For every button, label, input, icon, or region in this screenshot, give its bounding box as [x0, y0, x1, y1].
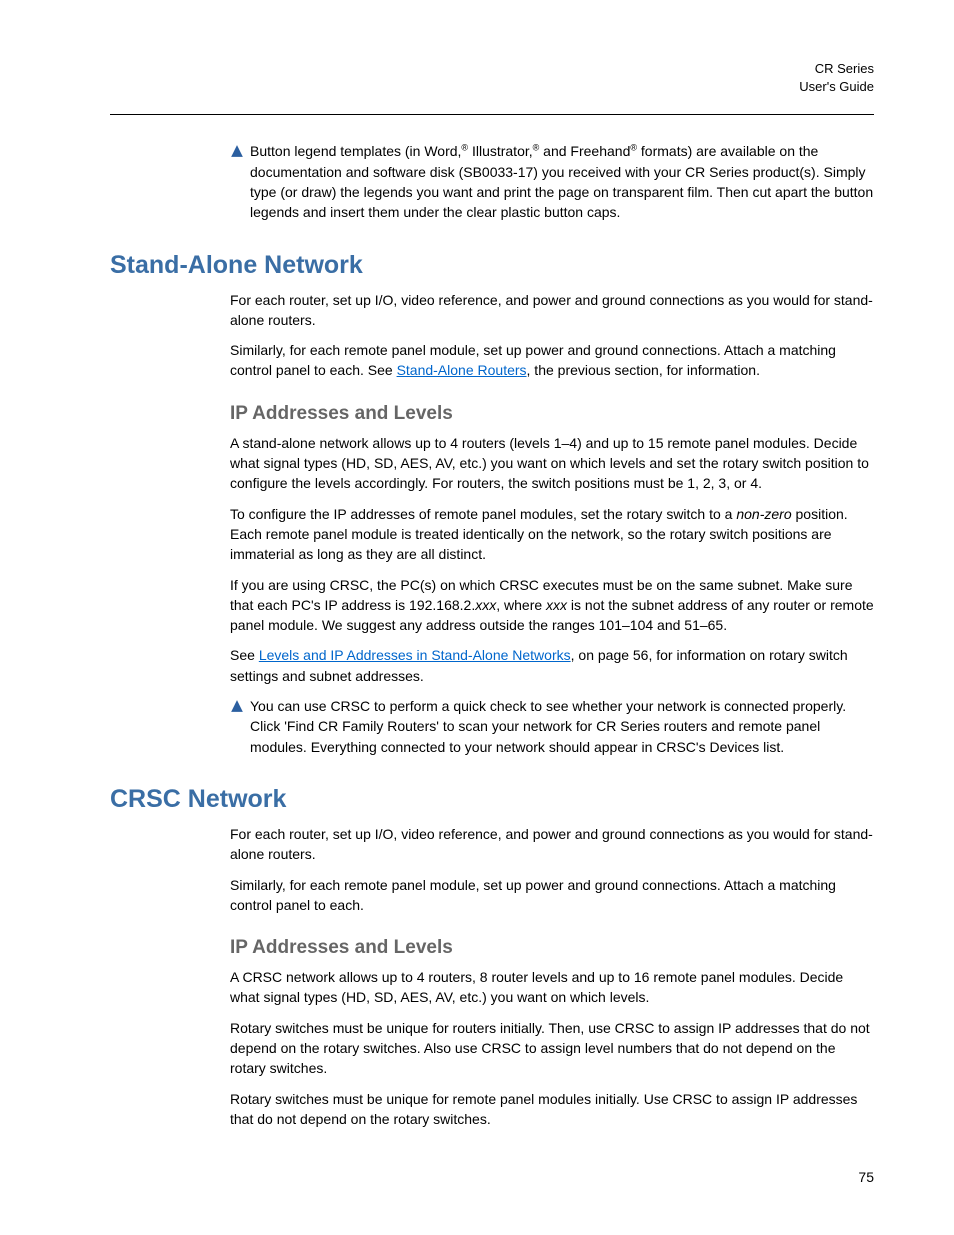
paragraph: Similarly, for each remote panel module,… [230, 875, 874, 916]
heading-stand-alone-network: Stand-Alone Network [110, 251, 874, 280]
link-stand-alone-routers[interactable]: Stand-Alone Routers [397, 362, 527, 378]
paragraph: For each router, set up I/O, video refer… [230, 824, 874, 865]
note-crsc-check: You can use CRSC to perform a quick chec… [230, 696, 874, 757]
section2-body: For each router, set up I/O, video refer… [230, 824, 874, 1129]
subheading-ip-addresses-levels-1: IP Addresses and Levels [230, 403, 874, 425]
section1-body: For each router, set up I/O, video refer… [230, 290, 874, 757]
note-text: Button legend templates (in Word,® Illus… [250, 141, 874, 222]
subheading-ip-addresses-levels-2: IP Addresses and Levels [230, 937, 874, 959]
paragraph: If you are using CRSC, the PC(s) on whic… [230, 575, 874, 636]
header-product: CR Series [110, 60, 874, 78]
link-levels-ip-addresses[interactable]: Levels and IP Addresses in Stand-Alone N… [259, 647, 571, 663]
paragraph: See Levels and IP Addresses in Stand-Alo… [230, 645, 874, 686]
paragraph: To configure the IP addresses of remote … [230, 504, 874, 565]
header-doc-title: User's Guide [110, 78, 874, 96]
page-number: 75 [858, 1169, 874, 1185]
note-text: You can use CRSC to perform a quick chec… [250, 696, 874, 757]
triangle-up-icon [230, 699, 244, 713]
paragraph: For each router, set up I/O, video refer… [230, 290, 874, 331]
paragraph: Similarly, for each remote panel module,… [230, 340, 874, 381]
paragraph: Rotary switches must be unique for route… [230, 1018, 874, 1079]
paragraph: A stand-alone network allows up to 4 rou… [230, 433, 874, 494]
heading-crsc-network: CRSC Network [110, 785, 874, 814]
content-area: Button legend templates (in Word,® Illus… [230, 141, 874, 222]
header-rule [110, 114, 874, 115]
paragraph: Rotary switches must be unique for remot… [230, 1089, 874, 1130]
page-header: CR Series User's Guide [110, 60, 874, 96]
paragraph: A CRSC network allows up to 4 routers, 8… [230, 967, 874, 1008]
note-button-legends: Button legend templates (in Word,® Illus… [230, 141, 874, 222]
triangle-up-icon [230, 144, 244, 158]
